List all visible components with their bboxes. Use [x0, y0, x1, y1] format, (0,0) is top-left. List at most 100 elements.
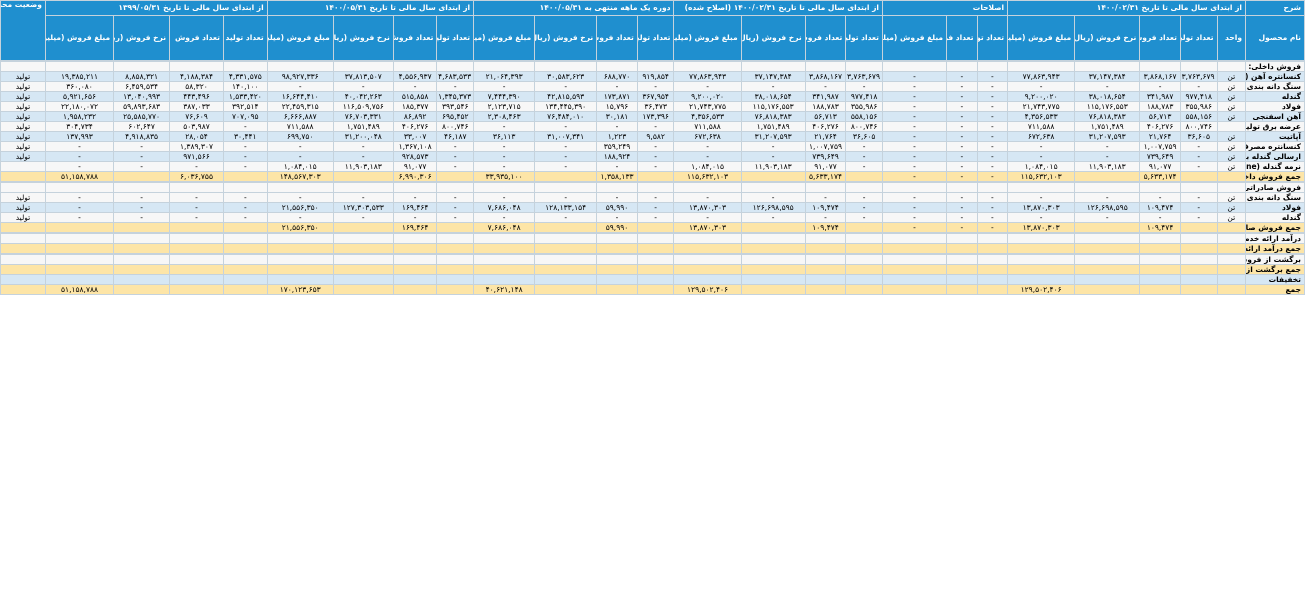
table-cell: - — [946, 81, 978, 92]
table-cell — [1007, 243, 1076, 254]
table-row: آهن اسفنجی تن ۵۵۸,۱۵۶ ۵۶,۷۱۳ ۷۶,۸۱۸,۳۸۳ ۴,۳۵۶… — [0, 111, 1305, 122]
table-cell: - — [881, 111, 948, 122]
table-cell — [332, 182, 394, 193]
table-cell: - — [845, 212, 883, 223]
table-cell: ۳۶۰,۰۸۰ — [44, 81, 115, 92]
table-cell: ۵۶,۷۱۳ — [1139, 111, 1181, 122]
table-cell: - — [473, 151, 536, 162]
table-cell: ۷۷,۸۶۳,۹۴۳ — [673, 71, 742, 82]
table-cell: تن — [1216, 111, 1247, 122]
table-cell: - — [636, 212, 675, 223]
header-period-1400-05-31: از ابتدای سال مالی تا تاریخ ۱۴۰۰/۰۵/۳۱ — [266, 0, 475, 16]
table-cell: ۳۵۵,۹۸۶ — [845, 101, 883, 112]
subheader-cell: تعداد فروش — [946, 15, 978, 61]
table-cell — [436, 61, 475, 72]
subheader-cell: تعداد تولید — [636, 15, 675, 61]
table-cell: - — [673, 81, 742, 92]
table-cell: - — [946, 202, 978, 213]
table-cell: ۷۱۱,۵۸۸ — [266, 121, 334, 132]
table-cell — [1179, 254, 1218, 265]
table-cell: - — [1179, 202, 1218, 213]
table-cell: ۱۲۶,۶۹۸,۵۹۵ — [740, 202, 806, 213]
table-cell: ۵۵۸,۱۵۶ — [1179, 111, 1218, 122]
status-cell — [0, 274, 46, 285]
table-cell: ۴,۳۵۶,۵۳۳ — [1007, 111, 1076, 122]
table-cell: - — [976, 212, 1009, 223]
row-label: جمع — [1245, 284, 1305, 295]
table-cell — [1074, 222, 1141, 233]
table-cell: ۳۹۳,۵۴۶ — [436, 101, 475, 112]
table-cell — [113, 264, 171, 275]
table-cell: - — [976, 101, 1009, 112]
table-cell: ۱,۷۵۱,۴۸۹ — [332, 121, 394, 132]
table-cell: ۱,۳۵۸,۱۳۳ — [596, 171, 638, 182]
subheader-cell: تعداد فروش — [1139, 15, 1181, 61]
table-cell: ۷۰۷,۰۹۵ — [222, 111, 268, 122]
status-cell: تولید — [0, 101, 46, 112]
table-cell: - — [113, 151, 171, 162]
table-cell — [1074, 233, 1141, 244]
table-cell: ۲۱,۰۶۴,۳۹۳ — [473, 71, 536, 82]
table-cell — [1074, 274, 1141, 285]
table-cell: - — [946, 121, 978, 132]
table-cell — [673, 264, 742, 275]
table-cell: ۷۶,۸۱۸,۳۸۳ — [740, 111, 806, 122]
table-cell: ۱,۰۸۴,۰۱۵ — [1007, 161, 1076, 172]
table-cell — [1074, 264, 1141, 275]
table-cell — [946, 182, 978, 193]
table-cell: ۱۸۸,۷۸۳ — [804, 101, 847, 112]
table-cell — [1216, 284, 1247, 295]
table-cell: - — [636, 81, 675, 92]
table-cell: ۱۲۹,۵۰۲,۴۰۶ — [1007, 284, 1076, 295]
table-cell — [946, 274, 978, 285]
table-cell: ۱۶۹,۴۶۴ — [392, 222, 438, 233]
table-cell: ۳,۷۶۳,۶۷۹ — [1179, 71, 1218, 82]
subheader-cell: تعداد فروش — [392, 15, 438, 61]
table-cell — [534, 264, 598, 275]
table-cell — [473, 274, 536, 285]
table-cell: ۱۹,۳۸۵,۲۱۱ — [44, 71, 115, 82]
table-cell: ۷۱۱,۵۸۸ — [1007, 121, 1076, 132]
table-row: کنسانتره آهن (خشک )تن۳,۷۶۳,۶۷۹۳,۸۶۸,۱۶۷۳… — [0, 71, 1305, 82]
table-cell: ۶۷۲,۶۳۸ — [1007, 131, 1076, 142]
table-cell: ۱,۰۸۴,۰۱۵ — [266, 161, 334, 172]
subheader-cell: تعداد تولید — [222, 15, 268, 61]
subheader-cell: تعداد تولید — [436, 15, 475, 61]
table-row: سنگ دانه بندی تن - - - - - - - - - - - - - - - - - - -۱۴۰,۱۰… — [0, 81, 1305, 92]
table-cell: - — [332, 151, 394, 162]
table-cell: ۷۱۱,۵۸۸ — [673, 121, 742, 132]
table-row: ارسالی گندله به احیاءتن-۷۳۹,۶۴۹------۷۳۹… — [0, 151, 1305, 162]
table-cell — [392, 243, 438, 254]
table-cell — [804, 243, 847, 254]
table-cell: ۲۱,۷۴۳,۷۷۵ — [673, 101, 742, 112]
table-cell — [534, 233, 598, 244]
subheader-cell: تعداد تولید — [845, 15, 883, 61]
table-cell: - — [946, 192, 978, 203]
table-cell — [169, 284, 224, 295]
table-cell — [473, 243, 536, 254]
table-cell: تن — [1216, 161, 1247, 172]
table-cell: ۱۱۵,۱۷۶,۵۵۳ — [740, 101, 806, 112]
table-cell: - — [44, 212, 115, 223]
table-cell: ۳۰۴,۷۳۴ — [44, 121, 115, 132]
table-cell: ۱۱۵,۶۳۲,۱۰۳ — [1007, 171, 1076, 182]
table-cell — [1179, 171, 1218, 182]
table-cell — [169, 254, 224, 265]
table-cell: - — [673, 192, 742, 203]
table-cell — [169, 233, 224, 244]
table-row: جمع فروش داخلی۵,۶۳۳,۱۷۴۱۱۵,۶۳۲,۱۰۳---۵,۶… — [0, 171, 1305, 182]
table-cell: ۴,۳۳۱,۵۷۵ — [222, 71, 268, 82]
table-cell — [169, 264, 224, 275]
table-row: جمع ۱۲۹,۵۰۲,۴۰۶ ۱۲۹,۵۰۲,۴۰۶ ۴۰,۶۲۱,۱۴۸ ۱۷۰,۱… — [0, 284, 1305, 295]
table-cell — [113, 171, 171, 182]
table-cell: ۵۱۵,۸۵۸ — [392, 91, 438, 102]
table-cell: ۶,۴۵۹,۵۳۴ — [113, 81, 171, 92]
table-cell — [169, 182, 224, 193]
table-cell — [596, 254, 638, 265]
table-cell: ۳۸,۰۱۸,۶۵۴ — [1074, 91, 1141, 102]
table-cell — [976, 264, 1009, 275]
table-cell: - — [534, 151, 598, 162]
table-cell: ۱۲۹,۵۰۲,۴۰۶ — [673, 284, 742, 295]
table-cell — [881, 233, 948, 244]
table-cell — [1074, 254, 1141, 265]
